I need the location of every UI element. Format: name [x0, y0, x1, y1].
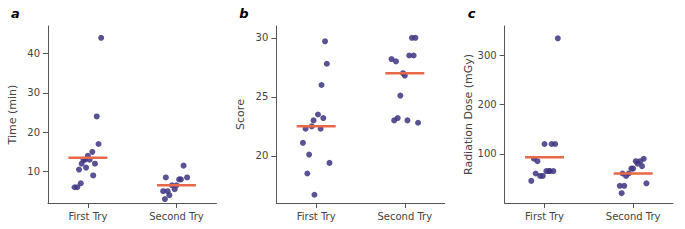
svg-text:300: 300	[478, 50, 497, 61]
svg-text:First Try: First Try	[297, 211, 336, 222]
svg-text:10: 10	[27, 166, 40, 177]
svg-text:a: a	[11, 6, 20, 21]
svg-text:Second Try: Second Try	[377, 211, 432, 222]
svg-text:Score: Score	[234, 99, 247, 130]
svg-text:100: 100	[478, 148, 497, 159]
svg-text:20: 20	[27, 127, 40, 138]
svg-text:First Try: First Try	[68, 211, 107, 222]
svg-text:30: 30	[256, 32, 269, 43]
svg-text:Time (min): Time (min)	[6, 85, 19, 146]
svg-text:c: c	[468, 6, 476, 21]
svg-text:Second Try: Second Try	[606, 211, 661, 222]
svg-text:First Try: First Try	[525, 211, 564, 222]
svg-text:30: 30	[27, 87, 40, 98]
svg-text:25: 25	[256, 91, 269, 102]
svg-text:200: 200	[478, 99, 497, 110]
svg-text:40: 40	[27, 48, 40, 59]
svg-text:Second Try: Second Try	[149, 211, 204, 222]
svg-text:b: b	[239, 6, 248, 21]
svg-text:20: 20	[256, 150, 269, 161]
svg-text:Radiation Dose (mGy): Radiation Dose (mGy)	[462, 54, 475, 175]
